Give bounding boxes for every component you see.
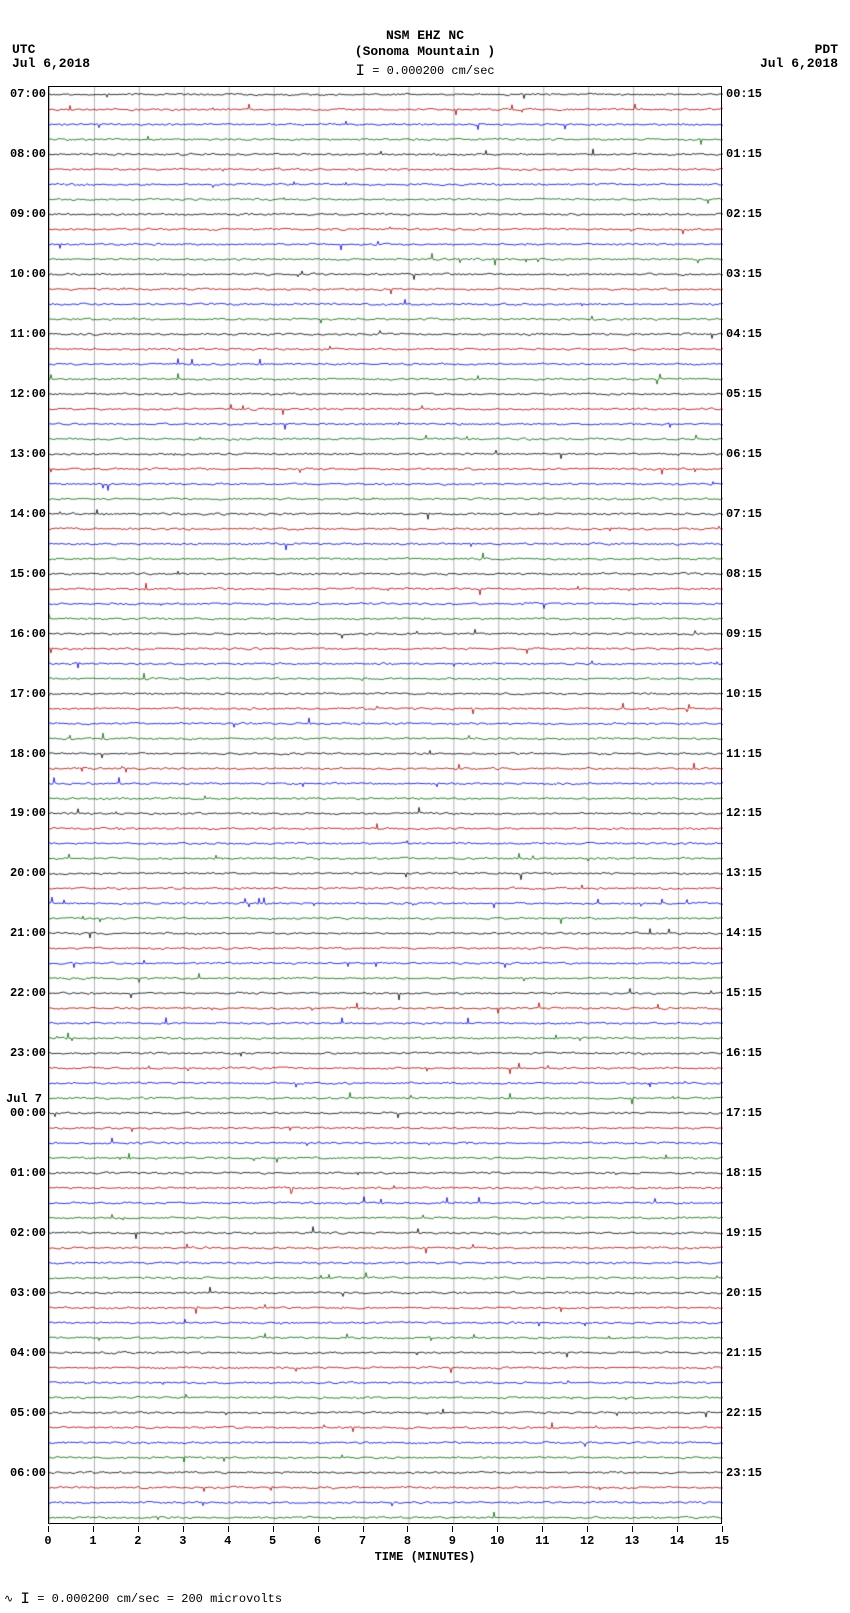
x-tick — [587, 1526, 588, 1532]
station-title: NSM EHZ NC — [0, 28, 850, 45]
timezone-left: UTC — [12, 42, 35, 57]
x-tick-label: 5 — [269, 1534, 276, 1548]
pdt-hour-label: 17:15 — [726, 1106, 762, 1120]
x-tick — [183, 1526, 184, 1532]
utc-hour-label: 16:00 — [6, 627, 46, 641]
utc-hour-label: 05:00 — [6, 1406, 46, 1420]
utc-hour-label: 19:00 — [6, 806, 46, 820]
utc-hour-label: 03:00 — [6, 1286, 46, 1300]
pdt-hour-label: 23:15 — [726, 1466, 762, 1480]
x-tick — [677, 1526, 678, 1532]
utc-hour-label: 00:00 — [6, 1106, 46, 1120]
x-tick — [93, 1526, 94, 1532]
x-tick — [542, 1526, 543, 1532]
x-tick-label: 2 — [134, 1534, 141, 1548]
utc-hour-label: 06:00 — [6, 1466, 46, 1480]
date-right: Jul 6,2018 — [760, 56, 838, 71]
x-tick-label: 11 — [535, 1534, 549, 1548]
x-tick — [722, 1526, 723, 1532]
pdt-hour-label: 06:15 — [726, 447, 762, 461]
x-tick-label: 13 — [625, 1534, 639, 1548]
trace-canvas — [49, 87, 723, 1525]
x-tick — [407, 1526, 408, 1532]
utc-hour-label: 22:00 — [6, 986, 46, 1000]
x-tick-label: 8 — [404, 1534, 411, 1548]
x-tick-label: 10 — [490, 1534, 504, 1548]
utc-hour-label: 20:00 — [6, 866, 46, 880]
pdt-hour-label: 16:15 — [726, 1046, 762, 1060]
utc-hour-label: 08:00 — [6, 147, 46, 161]
utc-date-change: Jul 7 — [6, 1092, 52, 1106]
utc-hour-label: 01:00 — [6, 1166, 46, 1180]
x-tick-label: 12 — [580, 1534, 594, 1548]
x-axis-title: TIME (MINUTES) — [0, 1550, 850, 1564]
x-tick — [632, 1526, 633, 1532]
utc-hour-label: 04:00 — [6, 1346, 46, 1360]
x-tick — [452, 1526, 453, 1532]
utc-hour-label: 12:00 — [6, 387, 46, 401]
utc-hour-label: 17:00 — [6, 687, 46, 701]
pdt-hour-label: 07:15 — [726, 507, 762, 521]
pdt-hour-label: 18:15 — [726, 1166, 762, 1180]
x-tick-label: 9 — [449, 1534, 456, 1548]
pdt-hour-label: 12:15 — [726, 806, 762, 820]
pdt-hour-label: 22:15 — [726, 1406, 762, 1420]
x-tick — [273, 1526, 274, 1532]
amplitude-scale: I = 0.000200 cm/sec — [0, 62, 850, 80]
utc-hour-label: 07:00 — [6, 87, 46, 101]
x-tick — [138, 1526, 139, 1532]
pdt-hour-label: 20:15 — [726, 1286, 762, 1300]
x-tick-label: 4 — [224, 1534, 231, 1548]
timezone-right: PDT — [815, 42, 838, 57]
utc-hour-label: 23:00 — [6, 1046, 46, 1060]
utc-hour-label: 11:00 — [6, 327, 46, 341]
x-tick — [318, 1526, 319, 1532]
pdt-hour-label: 05:15 — [726, 387, 762, 401]
x-tick-label: 14 — [670, 1534, 684, 1548]
pdt-hour-label: 10:15 — [726, 687, 762, 701]
station-location: (Sonoma Mountain ) — [0, 44, 850, 61]
pdt-hour-label: 13:15 — [726, 866, 762, 880]
pdt-hour-label: 02:15 — [726, 207, 762, 221]
utc-hour-label: 15:00 — [6, 567, 46, 581]
pdt-hour-label: 04:15 — [726, 327, 762, 341]
utc-hour-label: 02:00 — [6, 1226, 46, 1240]
x-tick — [48, 1526, 49, 1532]
utc-hour-label: 14:00 — [6, 507, 46, 521]
x-tick-label: 6 — [314, 1534, 321, 1548]
pdt-hour-label: 03:15 — [726, 267, 762, 281]
x-tick-label: 0 — [44, 1534, 51, 1548]
pdt-hour-label: 08:15 — [726, 567, 762, 581]
x-tick — [497, 1526, 498, 1532]
utc-hour-label: 21:00 — [6, 926, 46, 940]
x-tick-label: 1 — [89, 1534, 96, 1548]
plot-area — [48, 86, 722, 1524]
pdt-hour-label: 19:15 — [726, 1226, 762, 1240]
x-tick-label: 7 — [359, 1534, 366, 1548]
utc-hour-label: 09:00 — [6, 207, 46, 221]
pdt-hour-label: 21:15 — [726, 1346, 762, 1360]
pdt-hour-label: 00:15 — [726, 87, 762, 101]
utc-hour-label: 13:00 — [6, 447, 46, 461]
pdt-hour-label: 09:15 — [726, 627, 762, 641]
pdt-hour-label: 01:15 — [726, 147, 762, 161]
date-left: Jul 6,2018 — [12, 56, 90, 71]
seismogram-container: NSM EHZ NC (Sonoma Mountain ) I = 0.0002… — [0, 0, 850, 1613]
utc-hour-label: 10:00 — [6, 267, 46, 281]
pdt-hour-label: 14:15 — [726, 926, 762, 940]
pdt-hour-label: 11:15 — [726, 747, 762, 761]
utc-hour-label: 18:00 — [6, 747, 46, 761]
x-tick — [228, 1526, 229, 1532]
x-tick-label: 3 — [179, 1534, 186, 1548]
x-tick-label: 15 — [715, 1534, 729, 1548]
pdt-hour-label: 15:15 — [726, 986, 762, 1000]
footer-scale: ∿ I = 0.000200 cm/sec = 200 microvolts — [4, 1590, 282, 1608]
x-tick — [363, 1526, 364, 1532]
